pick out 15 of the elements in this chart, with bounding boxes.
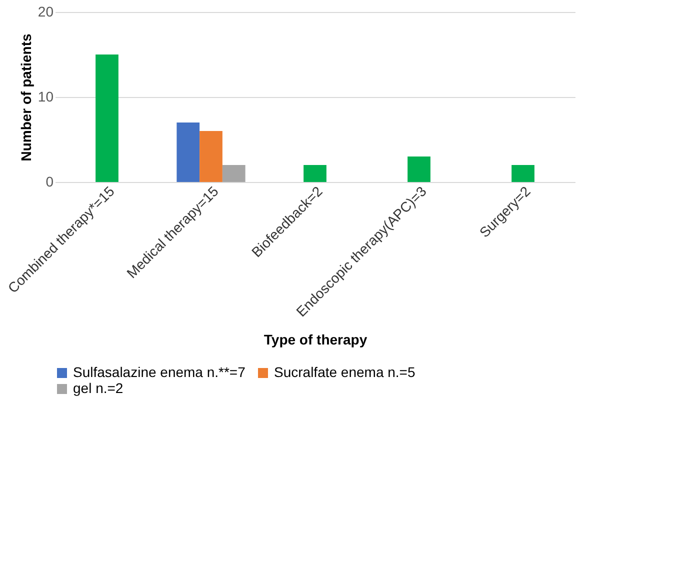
bar xyxy=(512,165,534,182)
bar xyxy=(304,165,326,182)
bar xyxy=(176,122,200,182)
legend-label: gel n.=2 xyxy=(73,380,124,396)
x-axis-title: Type of therapy xyxy=(264,332,368,348)
legend-label: Sulfasalazine enema n.**=7 xyxy=(73,364,246,380)
y-tick-label: 20 xyxy=(38,4,54,20)
bar xyxy=(96,54,118,182)
y-tick-label: 0 xyxy=(46,174,54,190)
legend-label: Sucralfate enema n.=5 xyxy=(274,364,416,380)
bar xyxy=(222,165,246,182)
y-axis-title: Number of patients xyxy=(18,34,34,162)
y-tick-label: 10 xyxy=(38,88,54,104)
bar xyxy=(408,156,430,182)
bar xyxy=(200,131,222,182)
